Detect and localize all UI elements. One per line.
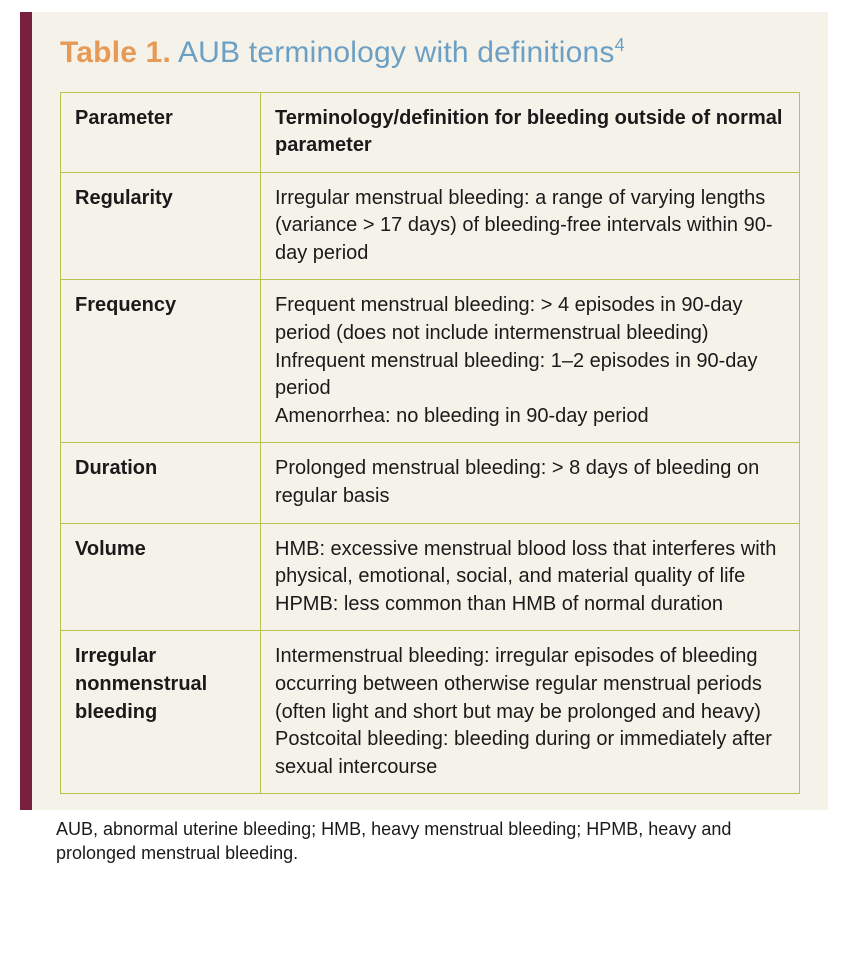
table-header-row: Parameter Terminology/definition for ble… xyxy=(61,92,800,172)
cell-definition: Intermenstrual bleeding: irregular episo… xyxy=(261,631,800,794)
table-body: Regularity Irregular menstrual bleeding:… xyxy=(61,172,800,794)
cell-parameter: Frequency xyxy=(61,280,261,443)
title-label: Table 1. xyxy=(60,36,171,69)
header-parameter: Parameter xyxy=(61,92,261,172)
table-row: Regularity Irregular menstrual bleeding:… xyxy=(61,172,800,280)
cell-parameter: Irregular nonmenstrual bleeding xyxy=(61,631,261,794)
table-title: Table 1. AUB terminology with definition… xyxy=(60,34,800,72)
cell-definition: Frequent menstrual bleeding: > 4 episode… xyxy=(261,280,800,443)
title-superscript: 4 xyxy=(615,35,625,55)
table-footnote: AUB, abnormal uterine bleeding; HMB, hea… xyxy=(56,818,808,865)
table-container: Table 1. AUB terminology with definition… xyxy=(20,12,828,810)
title-text: AUB terminology with definitions xyxy=(171,36,614,69)
cell-definition: Irregular menstrual bleeding: a range of… xyxy=(261,172,800,280)
table-row: Duration Prolonged menstrual bleeding: >… xyxy=(61,443,800,523)
cell-parameter: Volume xyxy=(61,523,261,631)
cell-definition: HMB: excessive menstrual blood loss that… xyxy=(261,523,800,631)
cell-parameter: Duration xyxy=(61,443,261,523)
cell-definition: Prolonged menstrual bleeding: > 8 days o… xyxy=(261,443,800,523)
terminology-table: Parameter Terminology/definition for ble… xyxy=(60,92,800,795)
table-row: Irregular nonmenstrual bleeding Intermen… xyxy=(61,631,800,794)
table-row: Volume HMB: excessive menstrual blood lo… xyxy=(61,523,800,631)
table-row: Frequency Frequent menstrual bleeding: >… xyxy=(61,280,800,443)
header-definition: Terminology/definition for bleeding outs… xyxy=(261,92,800,172)
cell-parameter: Regularity xyxy=(61,172,261,280)
